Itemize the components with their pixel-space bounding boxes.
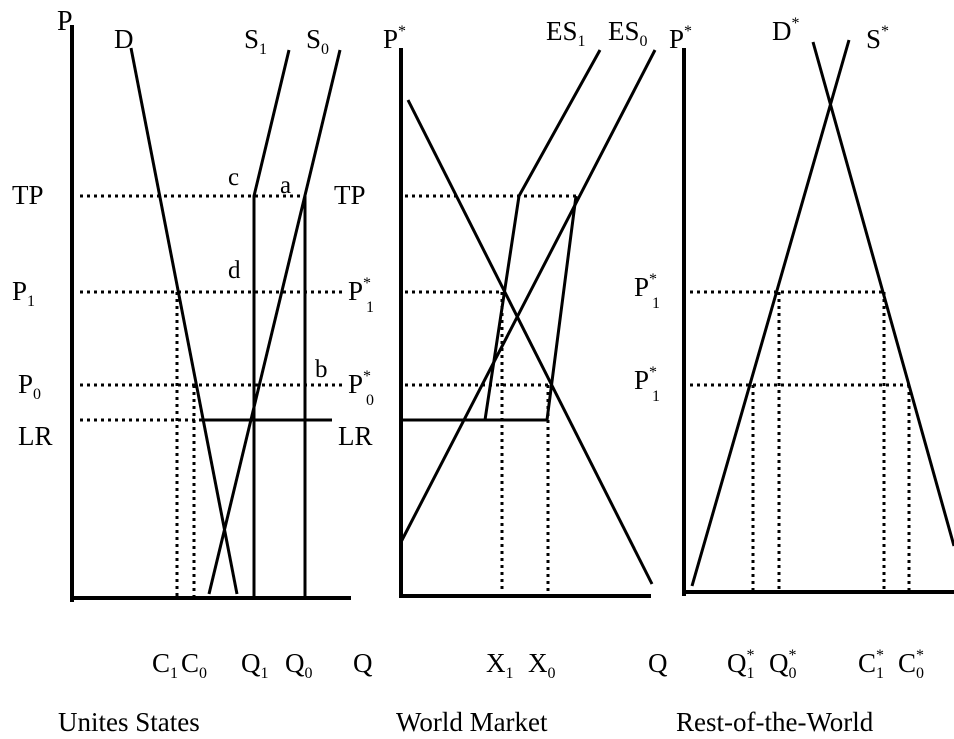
- world-x1-label: X1: [486, 648, 514, 682]
- us-supply0-curve: [207, 49, 342, 595]
- us-panel: P D S1 S0 TP P1 P0 LR c a d b C1 C0 Q1 Q…: [12, 6, 373, 737]
- row-upper-price-label: P* 1: [634, 271, 660, 312]
- us-supply1-label: S1: [244, 24, 267, 58]
- row-lower-price-label: P* 1: [634, 364, 660, 405]
- world-es1-label: ES1: [546, 16, 586, 50]
- us-supply1-curve: [252, 49, 291, 596]
- us-c0-label: C0: [181, 648, 207, 682]
- us-axis-p-label: P: [57, 6, 73, 37]
- row-demand-label: D*: [772, 15, 800, 46]
- world-axis-p-label: P*: [383, 23, 406, 54]
- us-point-d: d: [228, 257, 241, 284]
- world-tp-label: TP: [334, 180, 366, 210]
- us-q1-label: Q1: [241, 648, 269, 682]
- us-supply0-label: S0: [306, 24, 329, 58]
- us-axis-q-label: Q: [353, 648, 373, 678]
- world-export-supply1-curve: [401, 49, 602, 422]
- world-lr-kinked-supply: [485, 195, 578, 422]
- us-q0-label: Q0: [285, 648, 313, 682]
- us-point-a: a: [280, 172, 291, 199]
- us-demand-curve: [129, 47, 239, 595]
- row-axis-p-label: P*: [669, 23, 692, 54]
- us-point-b: b: [315, 356, 328, 383]
- us-tp-label: TP: [12, 180, 44, 210]
- world-import-demand-curve: [406, 99, 654, 585]
- us-p1-label: P1: [12, 276, 35, 310]
- world-export-supply0-curve: [399, 49, 657, 543]
- world-lr-label: LR: [338, 421, 373, 451]
- world-p1-label: P* 1: [348, 275, 374, 316]
- world-p0-label: P* 0: [348, 368, 374, 409]
- us-p0-label: P0: [18, 369, 41, 403]
- world-x0-label: X0: [528, 648, 556, 682]
- row-c0-label: C* 0: [898, 647, 924, 682]
- world-axis-q-label: Q: [648, 648, 668, 678]
- row-demand-curve: [811, 41, 954, 547]
- row-q1-label: Q* 1: [727, 647, 755, 682]
- us-c1-label: C1: [152, 648, 178, 682]
- us-point-c: c: [228, 164, 239, 191]
- world-es0-label: ES0: [608, 16, 648, 50]
- us-demand-label: D: [114, 24, 134, 54]
- us-panel-title: Unites States: [58, 707, 200, 737]
- row-c1-label: C* 1: [858, 647, 884, 682]
- row-panel-title: Rest-of-the-World: [676, 707, 874, 737]
- us-lr-label: LR: [18, 421, 53, 451]
- row-q0-label: Q* 0: [769, 647, 797, 682]
- world-panel: P* ES1 ES0 TP P* 1 P* 0 LR X1 X0 Q World M…: [334, 16, 668, 737]
- row-panel: P* D* S* P* 1 P* 1 Q* 1 Q* 0 C* 1 C* 0 Rest-of…: [634, 15, 954, 737]
- row-supply-curve: [690, 39, 851, 587]
- row-supply-label: S*: [866, 23, 889, 54]
- world-panel-title: World Market: [396, 707, 548, 737]
